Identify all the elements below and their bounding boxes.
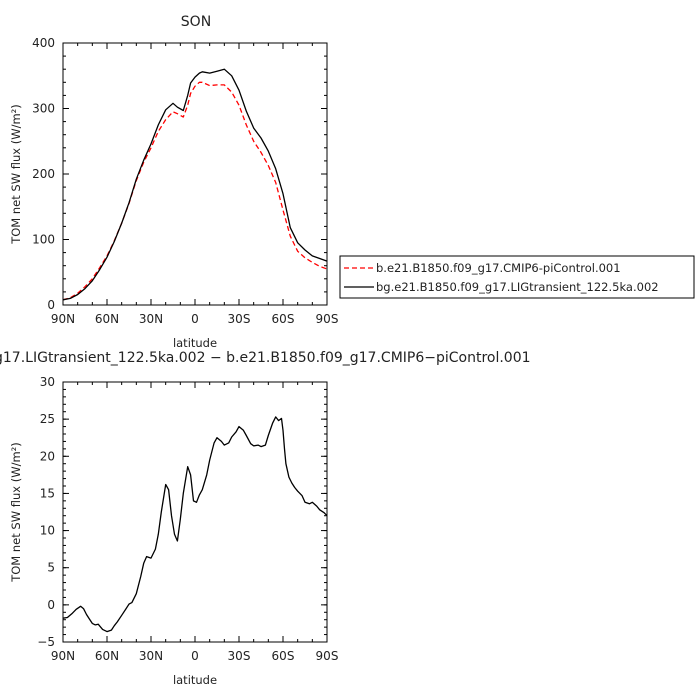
top-x-tick-label: 60N — [95, 312, 119, 326]
bottom-x-tick-label: 30S — [228, 649, 251, 663]
bottom-chart-ticks: 90N 60N 30N 0 30S 60S 90S −5 0 5 10 15 20 25 30 — [37, 375, 338, 663]
top-chart: SON 90N 60N 30N 0 30S 60S 90S 0 100 200 300 400 lat… — [9, 14, 338, 350]
top-x-tick-label: 90S — [316, 312, 339, 326]
bottom-chart-series — [62, 416, 328, 633]
top-x-tick-label: 90N — [51, 312, 75, 326]
bottom-x-tick-label: 60N — [95, 649, 119, 663]
top-y-tick-label: 100 — [32, 233, 55, 247]
top-y-tick-label: 0 — [47, 298, 55, 312]
top-x-tick-label: 30N — [139, 312, 163, 326]
top-series-line-0 — [62, 81, 328, 301]
top-y-tick-label: 200 — [32, 167, 55, 181]
top-plot-frame — [62, 42, 328, 306]
bottom-y-tick-label: 30 — [40, 375, 55, 389]
bottom-series-line-0 — [62, 416, 328, 633]
bottom-chart: bg.e21.B1850.f09_g17.LIGtransient_122.5k… — [0, 350, 531, 687]
bottom-x-tick-label: 90S — [316, 649, 339, 663]
bottom-chart-title: bg.e21.B1850.f09_g17.LIGtransient_122.5k… — [0, 350, 531, 366]
bottom-x-tick-label: 90N — [51, 649, 75, 663]
top-y-axis-label: TOM net SW flux (W/m²) — [9, 104, 23, 245]
top-x-tick-label: 0 — [191, 312, 199, 326]
legend-box — [339, 255, 695, 299]
legend-label-series-1: bg.e21.B1850.f09_g17.LIGtransient_122.5k… — [376, 280, 659, 294]
bottom-x-tick-label: 30N — [139, 649, 163, 663]
bottom-y-tick-label: 15 — [40, 486, 55, 500]
bottom-y-tick-label: 25 — [40, 412, 55, 426]
top-y-tick-label: 400 — [32, 36, 55, 50]
top-chart-series — [62, 68, 328, 301]
legend-label-series-0: b.e21.B1850.f09_g17.CMIP6-piControl.001 — [376, 261, 621, 275]
bottom-x-tick-label: 0 — [191, 649, 199, 663]
bottom-plot-frame — [62, 381, 328, 643]
top-chart-title: SON — [181, 14, 211, 30]
bottom-y-tick-label: 5 — [47, 561, 55, 575]
top-y-tick-label: 300 — [32, 102, 55, 116]
bottom-y-tick-label: −5 — [37, 635, 55, 649]
bottom-y-tick-label: 10 — [40, 524, 55, 538]
bottom-x-axis-label: latitude — [173, 673, 217, 687]
top-series-line-1 — [62, 68, 328, 301]
top-x-tick-label: 60S — [272, 312, 295, 326]
legend: b.e21.B1850.f09_g17.CMIP6-piControl.001 … — [339, 255, 695, 299]
top-chart-ticks: 90N 60N 30N 0 30S 60S 90S 0 100 200 300 400 — [32, 36, 338, 326]
bottom-y-tick-label: 0 — [47, 598, 55, 612]
bottom-y-tick-label: 20 — [40, 449, 55, 463]
bottom-x-tick-label: 60S — [272, 649, 295, 663]
top-x-tick-label: 30S — [228, 312, 251, 326]
top-x-axis-label: latitude — [173, 336, 217, 350]
bottom-y-axis-label: TOM net SW flux (W/m²) — [9, 442, 23, 583]
